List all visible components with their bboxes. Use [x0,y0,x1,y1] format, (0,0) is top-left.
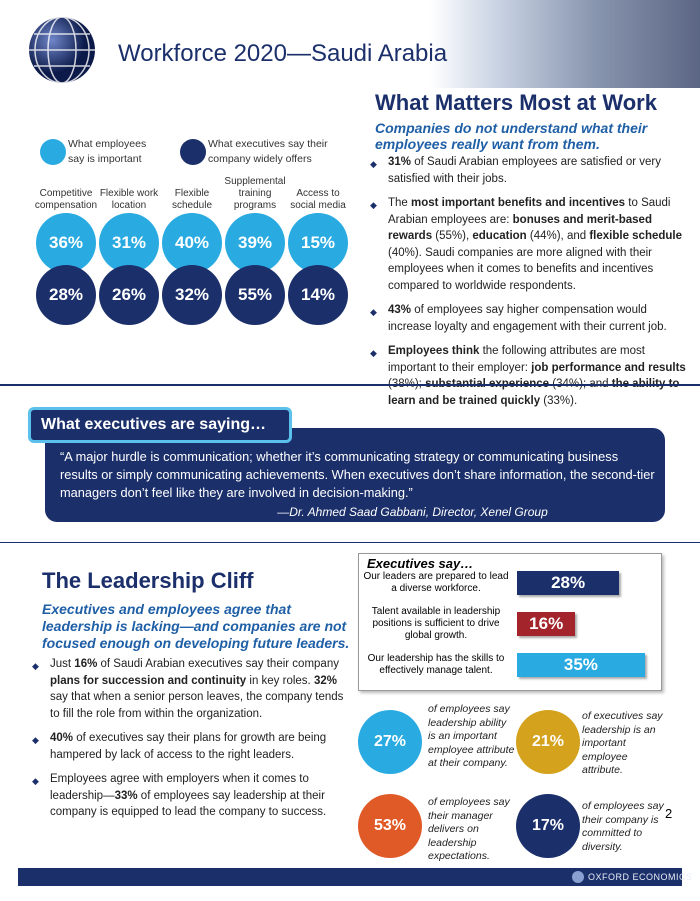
bullet-text: 33% [114,789,138,802]
category-label: Access to social media [290,188,346,211]
bullet: 31% of Saudi Arabian employees are satis… [368,154,690,187]
bullet-list: 31% of Saudi Arabian employees are satis… [368,154,690,417]
bullet-text: of Saudi Arabian employees are satisfied… [388,156,661,185]
bar: 28% [517,571,620,595]
category-label: Flexible schedule [171,188,213,211]
footer-bar [18,868,682,886]
bullet-text: Just [50,658,75,670]
bullet-text: bonuses and merit-based rewards [388,213,652,243]
quote-text: “A major hurdle is communication; whethe… [60,449,655,500]
page-number: 2 [665,806,673,821]
executive-circle: 14% [288,265,348,325]
bullet: Employees think the following attributes… [368,343,690,409]
bullet-text: 31% [388,156,412,168]
stat-text: of executives say leadership is an impor… [582,710,663,776]
stat-text: of employees say their company is commit… [582,800,664,853]
employee-circle: 15% [288,213,348,273]
quote-heading: What executives are saying… [28,407,292,443]
bullet-text: plans for succession and continuity [50,674,247,687]
bullet-text: say that when a senior person leaves, th… [50,691,344,720]
executives-box: Executives say… [358,553,662,691]
executive-circle: 32% [162,265,222,325]
bullet-text: Employees think [388,345,480,357]
bullet-text: job performance and results [531,361,686,374]
section-subtitle: Executives and employees agree that lead… [42,601,350,651]
executive-circle: 26% [99,265,159,325]
bullet-text: education [472,230,527,242]
bullet-text: Employees agree with employers when it c… [50,773,309,802]
stat-text: of employees say their manager delivers … [428,796,510,862]
box-title: Executives say… [367,556,474,571]
bullet-text: 16% [74,658,98,670]
bullet-text: the following attributes are most import… [388,345,645,374]
bar-value: 35% [563,655,598,674]
quote-attribution: —Dr. Ahmed Saad Gabbani, Director, Xenel… [277,505,548,519]
stat-circle: 17% [516,794,580,858]
category-label: Supplemental training programs [224,176,286,211]
bullet-list: Just 16% of Saudi Arabian executives say… [30,656,348,829]
bullet-text: of executives say their plans for growth… [50,732,327,761]
employee-circle: 31% [99,213,159,273]
legend-swatch [40,139,66,165]
bullet-text: of employees say leadership at their com… [50,789,327,819]
stat-circle: 21% [516,710,580,774]
bullet-text: 43% [388,304,412,316]
executive-circle: 55% [225,265,285,325]
legend-swatch [180,139,206,165]
divider [0,542,700,543]
bar: 35% [517,653,645,677]
bullet-text: in key roles. [246,674,314,687]
bar-label: Talent available in leadership positions… [371,606,501,641]
legend-label: What executives say their company widely… [208,138,328,165]
bullet-text: (40%). Saudi companies are more aligned … [388,246,654,292]
section-title: The Leadership Cliff [42,568,254,593]
quote-box [45,428,665,522]
bullet: Just 16% of Saudi Arabian executives say… [30,656,348,722]
header-title: Workforce 2020—Saudi Arabia [118,40,448,67]
category-label: Flexible work location [99,188,159,211]
category-label: Competitive compensation [34,188,98,211]
bullet: 43% of employees say higher compensation… [368,302,690,335]
brand-logo [572,871,584,883]
employee-circle: 36% [36,213,96,273]
bullet-text: 40% [50,732,74,744]
executive-circle: 28% [36,265,96,325]
globe-logo [29,16,95,84]
header-image [430,0,700,88]
bullet-text: (44%), and [526,230,590,242]
bullet-text: to Saudi Arabian employees are: [388,197,671,226]
bullet-text: (55%), [432,230,473,242]
stat-text: of employees say leadership ability is a… [428,703,515,769]
bullet: Employees agree with employers when it c… [30,771,348,821]
bullet-text: most important benefits and incentives [411,197,626,209]
divider [0,384,700,386]
section-subtitle: Companies do not understand what their e… [375,120,648,152]
section-title: What Matters Most at Work [375,90,657,115]
bullet-text: of employees say higher compensation wou… [388,304,667,333]
bullet-text: The [388,197,412,209]
stat-circle: 53% [358,794,422,858]
bar-value: 16% [529,614,564,633]
employee-circle: 39% [225,213,285,273]
bullet-text: the ability to learn and be trained quic… [388,378,679,407]
stat-circle: 27% [358,710,422,774]
legend-label: What employees say is important [68,138,147,165]
bullet-text: (33%). [540,394,578,407]
bar: 16% [517,612,576,636]
bullet-text: of Saudi Arabian executives say their co… [97,658,339,670]
bar-label: Our leaders are prepared to lead a diver… [363,571,509,594]
bullet-text: 32% [313,674,337,687]
brand: OXFORD ECONOMICS [588,872,693,882]
bullet: The most important benefits and incentiv… [368,195,690,294]
employee-circle: 40% [162,213,222,273]
bar-value: 28% [551,573,586,592]
bullet-text: flexible schedule [589,230,683,242]
bullet: 40% of executives say their plans for gr… [30,730,348,763]
bar-label: Our leadership has the skills to effecti… [367,653,505,676]
